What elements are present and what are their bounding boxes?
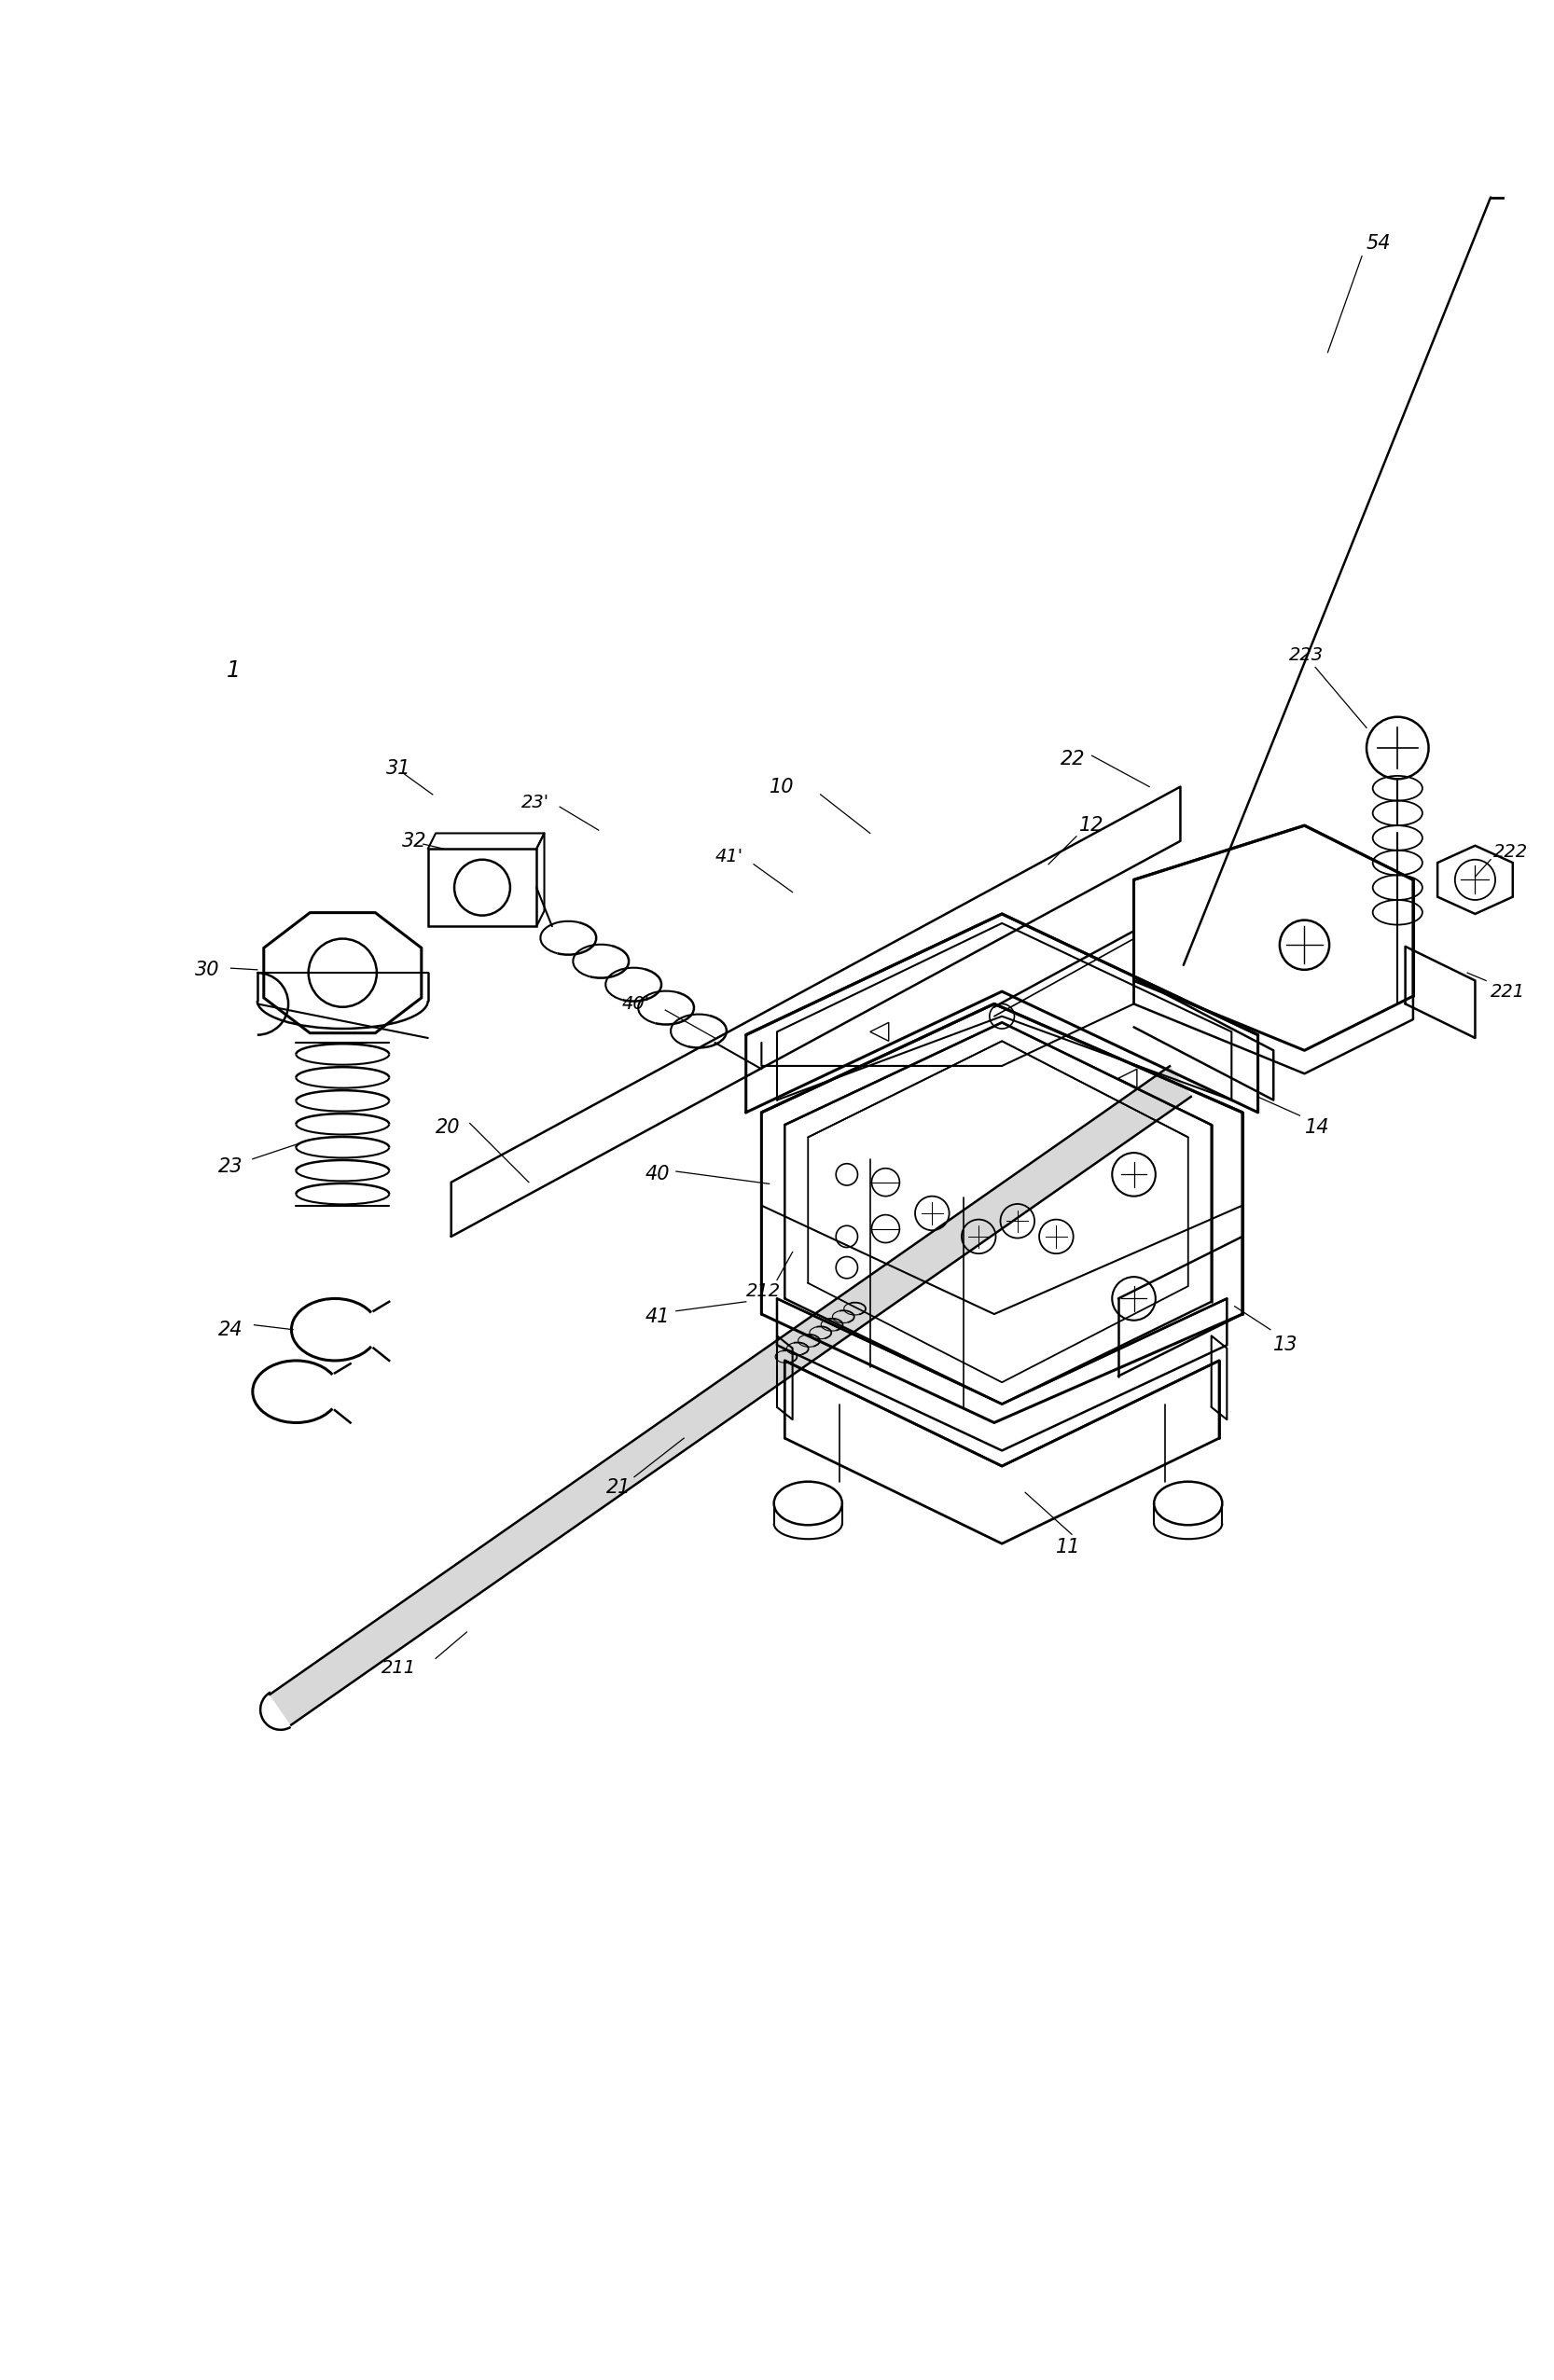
Text: 41': 41' xyxy=(715,847,743,866)
Text: 31: 31 xyxy=(385,759,410,778)
Text: 211: 211 xyxy=(381,1659,416,1676)
Text: 14: 14 xyxy=(1304,1119,1329,1138)
Text: 1: 1 xyxy=(227,659,241,681)
Text: 21: 21 xyxy=(606,1478,631,1497)
Text: 23: 23 xyxy=(219,1157,244,1176)
Text: 13: 13 xyxy=(1273,1335,1298,1354)
Text: 41: 41 xyxy=(645,1309,670,1326)
Text: 223: 223 xyxy=(1288,645,1324,664)
Text: 12: 12 xyxy=(1080,816,1105,835)
Polygon shape xyxy=(451,788,1181,1238)
Text: 221: 221 xyxy=(1490,983,1526,1000)
Text: 24: 24 xyxy=(219,1321,244,1340)
Text: 212: 212 xyxy=(746,1283,780,1299)
Text: 32: 32 xyxy=(401,831,426,850)
Text: 20: 20 xyxy=(435,1119,460,1138)
Text: 23': 23' xyxy=(521,793,549,812)
Text: 10: 10 xyxy=(769,778,794,795)
Text: 54: 54 xyxy=(1366,236,1391,252)
Text: 40': 40' xyxy=(622,995,650,1014)
Text: 30: 30 xyxy=(196,962,221,978)
Polygon shape xyxy=(270,1066,1190,1726)
Text: 11: 11 xyxy=(1057,1537,1082,1557)
Text: 40: 40 xyxy=(645,1166,670,1183)
Text: 222: 222 xyxy=(1493,843,1529,862)
Text: 22: 22 xyxy=(1061,750,1086,769)
